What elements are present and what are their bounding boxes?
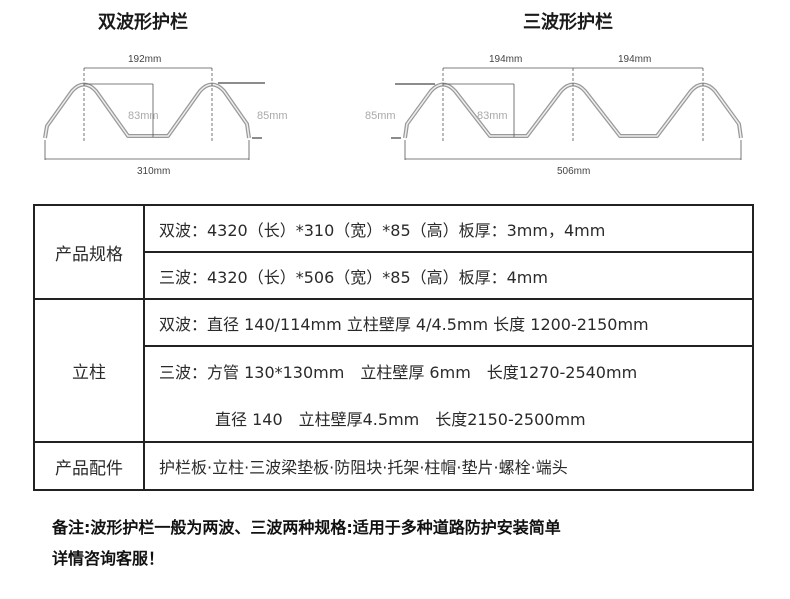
triple-pitch2-label: 194mm [618, 54, 651, 65]
note-line-2: 详情咨询客服！ [52, 549, 165, 568]
parts-label: 产品配件 [33, 441, 145, 491]
parts-value: 护栏板·立柱·三波梁垫板·防阻块·托架·柱帽·垫片·螺栓·端头 [143, 441, 754, 491]
note: 备注:波形护栏一般为两波、三波两种规格:适用于多种道路防护安装简单 详情咨询客服… [52, 512, 561, 574]
spec-label: 产品规格 [33, 204, 145, 300]
spec-triple: 三波：4320（长）*506（宽）*85（高）板厚：4mm [143, 251, 754, 300]
profile-diagrams: 192mm 83mm 85mm 310mm 194mm 194mm 83mm 8… [43, 54, 743, 177]
double-depth-label: 83mm [128, 110, 159, 122]
triple-pitch1-label: 194mm [489, 54, 522, 65]
double-wave-title: 双波形护栏 [98, 12, 188, 33]
double-width-label: 310mm [137, 166, 170, 177]
table-row: 立柱 双波：直径 140/114mm 立柱壁厚 4/4.5mm 长度 1200-… [33, 298, 754, 443]
table-row: 产品规格 双波：4320（长）*310（宽）*85（高）板厚：3mm，4mm [33, 204, 754, 300]
table-row: 产品配件 护栏板·立柱·三波梁垫板·防阻块·托架·柱帽·垫片·螺栓·端头 [33, 441, 754, 491]
spec-table: 产品规格 双波：4320（长）*310（宽）*85（高）板厚：3mm，4mm 三… [33, 204, 754, 491]
triple-height-label: 85mm [365, 110, 396, 122]
post-triple-round: 直径 140 立柱壁厚4.5mm 长度2150-2500mm [143, 395, 754, 443]
triple-wave-title: 三波形护栏 [523, 12, 613, 33]
double-pitch-label: 192mm [128, 54, 161, 65]
table-row: 直径 140 立柱壁厚4.5mm 长度2150-2500mm [34, 395, 754, 443]
table-row: 三波：4320（长）*506（宽）*85（高）板厚：4mm [34, 251, 754, 300]
double-height-label: 85mm [257, 110, 288, 122]
spec-double: 双波：4320（长）*310（宽）*85（高）板厚：3mm，4mm [143, 204, 754, 253]
post-triple: 三波：方管 130*130mm 立柱壁厚 6mm 长度1270-2540mm [143, 345, 754, 395]
post-double: 双波：直径 140/114mm 立柱壁厚 4/4.5mm 长度 1200-215… [143, 298, 754, 347]
triple-width-label: 506mm [557, 166, 590, 177]
triple-depth-label: 83mm [477, 110, 508, 122]
table-row: 三波：方管 130*130mm 立柱壁厚 6mm 长度1270-2540mm [34, 345, 754, 395]
post-label: 立柱 [33, 298, 145, 443]
note-line-1: 备注:波形护栏一般为两波、三波两种规格:适用于多种道路防护安装简单 [52, 518, 561, 537]
